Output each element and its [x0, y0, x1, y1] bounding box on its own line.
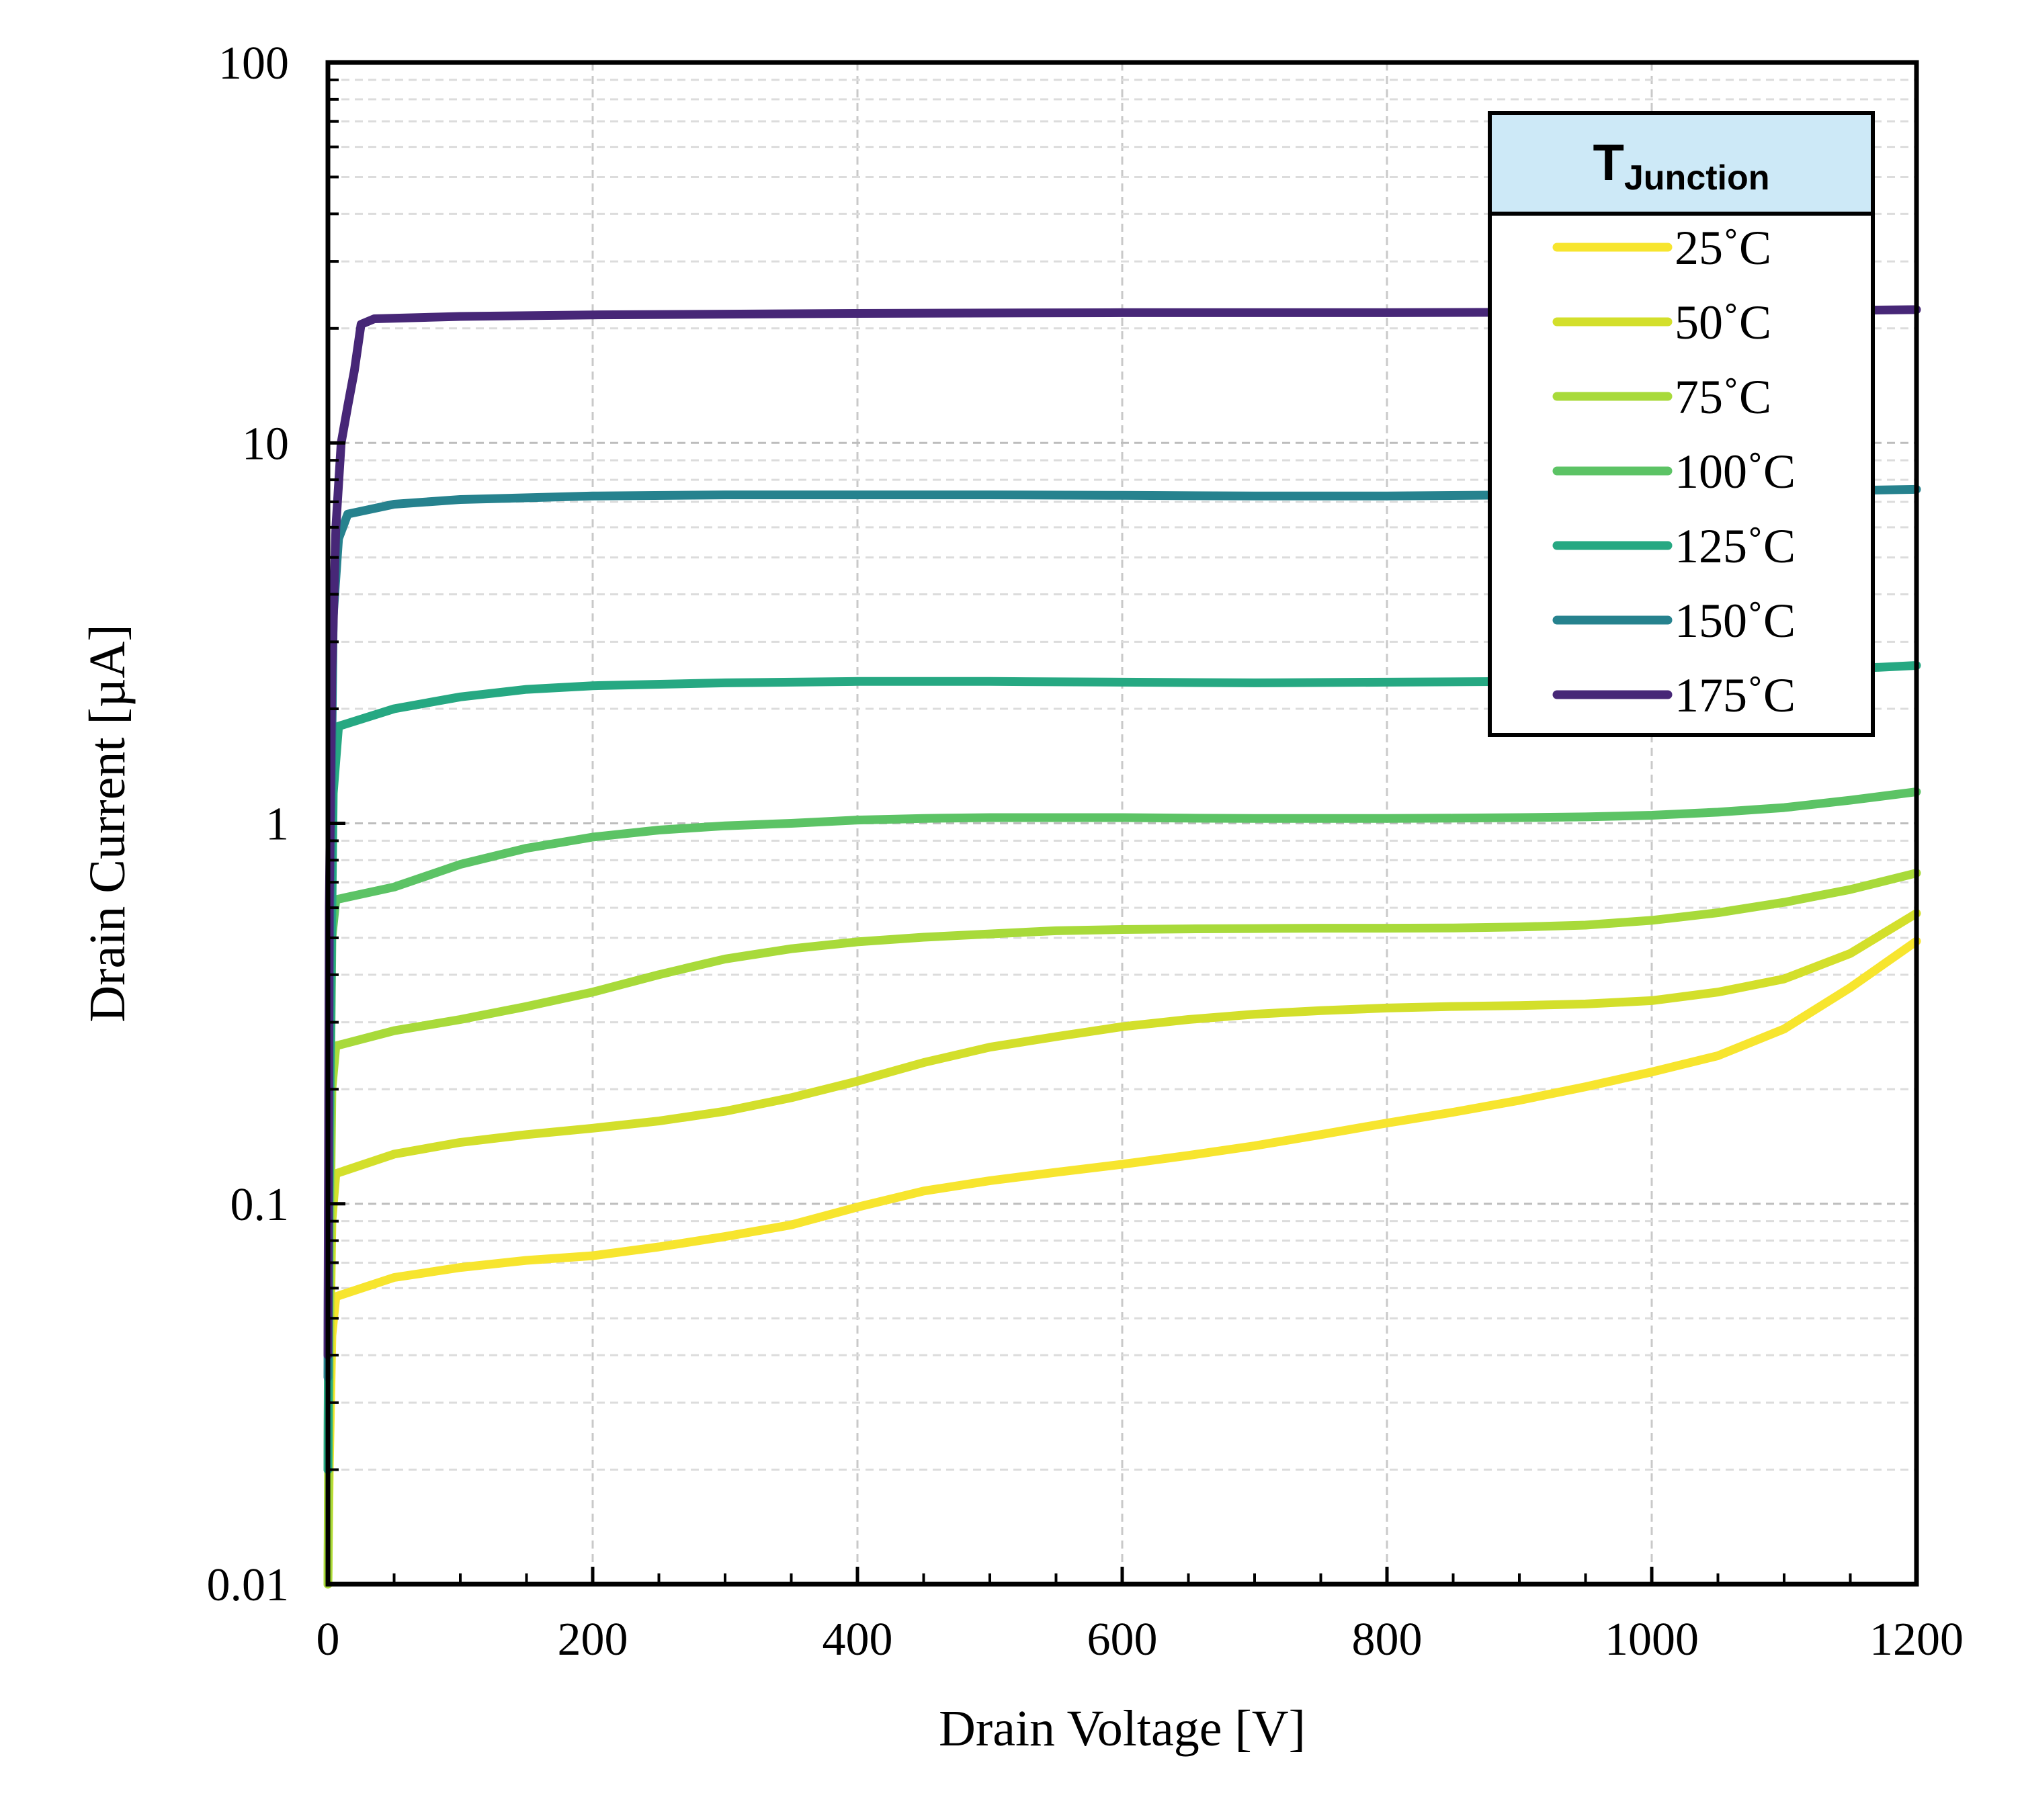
x-tick-label: 1200 [1869, 1614, 1964, 1665]
legend-label: 75˚C [1675, 370, 1771, 424]
legend-label: 175˚C [1675, 668, 1796, 722]
x-tick-label: 0 [317, 1614, 340, 1665]
legend-body-box [1488, 212, 1875, 737]
x-tick-label: 800 [1352, 1614, 1423, 1665]
x-tick-label: 1000 [1605, 1614, 1699, 1665]
legend-title: TJunction [1593, 134, 1769, 198]
axis-ticks [326, 78, 1919, 1586]
legend-label: 25˚C [1675, 221, 1771, 275]
legend-label: 125˚C [1675, 519, 1796, 573]
y-tick-label: 1 [265, 799, 289, 851]
x-tick-label: 400 [823, 1614, 893, 1665]
series-line-50c [323, 909, 1921, 1589]
legend-title-main: T [1593, 134, 1624, 191]
legend-entries: 25˚C 50˚C 75˚C 100˚C 125˚C 150˚C 175˚C [1552, 221, 1796, 722]
legend-title-sub: Junction [1624, 159, 1770, 198]
series-line-25c [323, 937, 1921, 1589]
y-tick-label: 100 [218, 38, 289, 89]
x-tick-labels: 0 200 400 600 800 1000 1200 [317, 1614, 1964, 1665]
series-lines [323, 305, 1921, 1589]
x-tick-label: 200 [558, 1614, 628, 1665]
y-tick-label: 10 [242, 418, 289, 470]
y-tick-label: 0.01 [207, 1559, 290, 1611]
series-line-75c [323, 869, 1921, 1589]
series-line-100c [323, 787, 1921, 1474]
x-tick-label: 600 [1087, 1614, 1158, 1665]
legend-label: 50˚C [1675, 296, 1771, 349]
legend-label: 100˚C [1675, 445, 1796, 499]
y-tick-labels: 0.01 0.1 1 10 100 [207, 38, 290, 1611]
y-axis-title: Drain Current [µA] [79, 624, 136, 1023]
legend: TJunction 25˚C 50˚C 75˚C 100˚C 125˚C 150˚C 175… [1488, 111, 1875, 737]
series-line-175c [323, 305, 1921, 1360]
legend-label: 150˚C [1675, 594, 1796, 648]
y-tick-label: 0.1 [230, 1179, 290, 1231]
x-axis-title: Drain Voltage [V] [939, 1700, 1306, 1757]
